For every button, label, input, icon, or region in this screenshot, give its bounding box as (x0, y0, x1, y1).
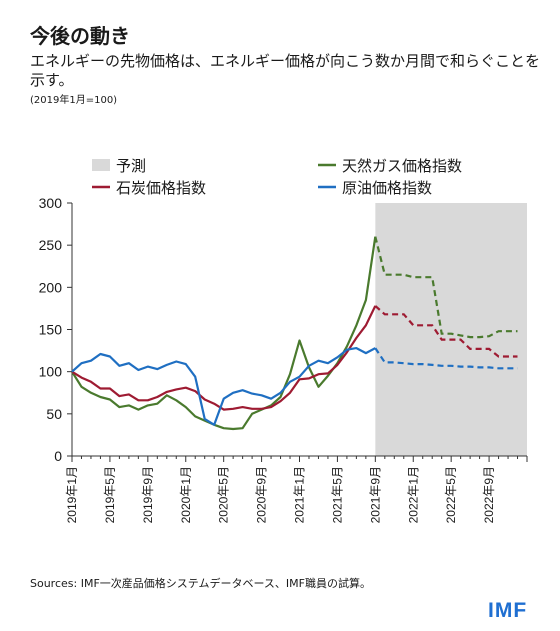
x-tick-label: 2020年1月 (179, 466, 193, 523)
chart-subtitle: エネルギーの先物価格は、エネルギー価格が向こう数か月間で和らぐことを示す。 (30, 52, 541, 89)
index-note: (2019年1月=100) (30, 95, 118, 106)
legend-label: 予測 (116, 157, 146, 175)
sources-note: Sources: IMF一次産品価格システムデータベース、IMF職員の試算。 (30, 577, 371, 590)
series-line-forecast (374, 236, 518, 339)
y-tick-label: 150 (39, 322, 63, 338)
y-tick-label: 250 (39, 237, 63, 253)
legend-label: 天然ガス価格指数 (342, 157, 462, 175)
x-tick-label: 2019年9月 (141, 466, 155, 523)
legend-label: 原油価格指数 (342, 179, 432, 197)
imf-logo: IMF (488, 599, 528, 622)
forecast-shade (375, 203, 527, 456)
y-tick-label: 0 (54, 448, 62, 464)
chart-title: 今後の動き (30, 24, 130, 48)
x-tick-label: 2021年1月 (293, 466, 307, 523)
x-tick-label: 2020年5月 (217, 466, 231, 523)
x-tick-label: 2019年1月 (65, 466, 79, 523)
series-lines (71, 236, 518, 431)
y-axis-ticks: 0 50 100 150 200 250 300 (39, 195, 72, 464)
x-tick-label: 2020年9月 (255, 466, 269, 523)
x-tick-label: 2021年5月 (330, 466, 344, 523)
y-tick-label: 200 (39, 279, 63, 295)
x-tick-label: 2022年5月 (444, 466, 458, 523)
y-tick-label: 300 (39, 195, 63, 211)
y-tick-label: 50 (46, 406, 62, 422)
x-tick-label: 2021年9月 (368, 466, 382, 523)
series-line-actual (71, 347, 376, 426)
legend-label: 石炭価格指数 (116, 179, 206, 197)
x-tick-label: 2019年5月 (103, 466, 117, 523)
series-line-actual (71, 305, 377, 411)
y-tick-label: 100 (39, 364, 63, 380)
legend-swatch (92, 159, 110, 171)
x-tick-label: 2022年9月 (482, 466, 496, 523)
series-line-forecast (374, 347, 518, 370)
series-line-actual (71, 236, 377, 431)
x-tick-label: 2022年1月 (406, 466, 420, 523)
x-axis-ticks: 2019年1月 2019年5月 2019年9月 2020年1月 2020年5月 2020年… (65, 456, 528, 523)
line-chart: 0 50 100 150 200 250 300 2019年1月 2019年5月 2019年9月… (39, 157, 528, 523)
